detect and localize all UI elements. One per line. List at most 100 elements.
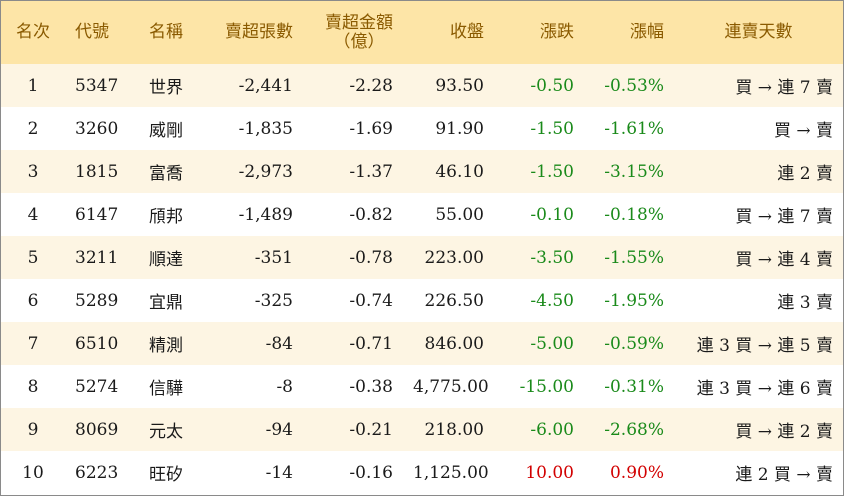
cell-close: 93.50	[435, 75, 484, 96]
cell-pct: -1.55%	[604, 247, 664, 268]
cell-streak: 連 2 賣	[777, 164, 833, 184]
cell-net-sell-amount: -1.37	[349, 161, 393, 182]
cell-rank: 9	[27, 419, 39, 440]
table-row: 7 6510 精測 -84 -0.71 846.00 -5.00 -0.59% 連 3 買 → …	[1, 322, 843, 365]
cell-net-sell-shares: -94	[265, 419, 293, 440]
table-row: 9 8069 元太 -94 -0.21 218.00 -6.00 -2.68% 買 → 連 2 …	[1, 408, 843, 451]
cell-net-sell-shares: -1,835	[238, 118, 293, 139]
cell-code: 1815	[75, 161, 119, 182]
cell-rank: 1	[27, 75, 39, 96]
cell-streak: 買 → 賣	[773, 121, 833, 141]
cell-pct: -0.18%	[604, 204, 664, 225]
cell-net-sell-amount: -0.21	[349, 419, 393, 440]
cell-close: 226.50	[424, 290, 484, 311]
cell-rank: 2	[27, 118, 39, 139]
cell-code: 3211	[75, 247, 119, 268]
table-row: 5 3211 順達 -351 -0.78 223.00 -3.50 -1.55% 買 → 連 4…	[1, 236, 843, 279]
table-row: 10 6223 旺矽 -14 -0.16 1,125.00 10.00 0.90% 連 2 買 …	[1, 451, 843, 494]
cell-name: 頎邦	[149, 207, 183, 227]
cell-change: -3.50	[530, 247, 574, 268]
header-streak: 連賣天數	[724, 22, 793, 42]
header-change: 漲跌	[540, 22, 574, 42]
cell-net-sell-amount: -0.16	[349, 462, 393, 483]
header-net-sell-shares: 賣超張數	[225, 22, 293, 42]
table-row: 3 1815 富喬 -2,973 -1.37 46.10 -1.50 -3.15% 連 2 賣	[1, 150, 843, 193]
cell-net-sell-shares: -2,973	[238, 161, 293, 182]
cell-change: -0.50	[530, 75, 574, 96]
cell-rank: 4	[27, 204, 39, 225]
cell-change: 10.00	[525, 462, 574, 483]
cell-name: 順達	[149, 250, 183, 270]
table-row: 2 3260 威剛 -1,835 -1.69 91.90 -1.50 -1.61% 買 → 賣	[1, 107, 843, 150]
cell-pct: -1.61%	[604, 118, 664, 139]
header-net-sell-amount-line1: 賣超金額	[325, 12, 393, 33]
cell-net-sell-amount: -0.78	[349, 247, 393, 268]
cell-net-sell-amount: -0.82	[349, 204, 393, 225]
table-row: 4 6147 頎邦 -1,489 -0.82 55.00 -0.10 -0.18% 買 → 連 …	[1, 193, 843, 236]
cell-rank: 8	[27, 376, 39, 397]
cell-name: 富喬	[149, 164, 183, 184]
cell-streak: 買 → 連 7 賣	[735, 207, 833, 227]
cell-close: 46.10	[435, 161, 484, 182]
cell-name: 精測	[149, 336, 183, 356]
cell-net-sell-shares: -14	[265, 462, 293, 483]
cell-net-sell-amount: -1.69	[349, 118, 393, 139]
cell-rank: 3	[27, 161, 39, 182]
cell-net-sell-amount: -0.71	[349, 333, 393, 354]
cell-name: 威剛	[149, 121, 183, 141]
cell-change: -1.50	[530, 118, 574, 139]
cell-net-sell-amount: -0.74	[349, 290, 393, 311]
cell-net-sell-shares: -325	[254, 290, 293, 311]
cell-code: 5289	[75, 290, 119, 311]
cell-code: 8069	[75, 419, 119, 440]
header-name: 名稱	[149, 22, 183, 42]
cell-name: 信驊	[149, 379, 183, 399]
cell-code: 6510	[75, 333, 119, 354]
cell-net-sell-amount: -2.28	[349, 75, 393, 96]
cell-code: 6147	[75, 204, 119, 225]
cell-pct: -0.31%	[604, 376, 664, 397]
cell-streak: 買 → 連 4 賣	[735, 250, 833, 270]
cell-rank: 10	[22, 462, 44, 483]
cell-rank: 6	[27, 290, 39, 311]
cell-pct: -1.95%	[604, 290, 664, 311]
cell-close: 1,125.00	[413, 462, 489, 483]
cell-change: -0.10	[530, 204, 574, 225]
cell-change: -4.50	[530, 290, 574, 311]
header-row: 名次 代號 名稱 賣超張數 賣超金額 （億） 收盤 漲跌 漲幅 連賣天數	[1, 1, 843, 64]
table-body: 1 5347 世界 -2,441 -2.28 93.50 -0.50 -0.53% 買 → 連 …	[1, 64, 843, 494]
table-row: 1 5347 世界 -2,441 -2.28 93.50 -0.50 -0.53% 買 → 連 …	[1, 64, 843, 107]
cell-change: -6.00	[530, 419, 574, 440]
cell-net-sell-shares: -84	[265, 333, 293, 354]
cell-rank: 5	[27, 247, 39, 268]
header-net-sell-amount: 賣超金額 （億）	[303, 1, 403, 64]
cell-close: 218.00	[424, 419, 484, 440]
cell-streak: 連 3 買 → 連 6 賣	[696, 379, 833, 399]
cell-code: 5274	[75, 376, 119, 397]
cell-change: -1.50	[530, 161, 574, 182]
cell-close: 91.90	[435, 118, 484, 139]
cell-close: 55.00	[435, 204, 484, 225]
cell-pct: 0.90%	[609, 462, 664, 483]
cell-net-sell-amount: -0.38	[349, 376, 393, 397]
table-row: 6 5289 宜鼎 -325 -0.74 226.50 -4.50 -1.95% 連 3 賣	[1, 279, 843, 322]
cell-close: 223.00	[424, 247, 484, 268]
cell-pct: -0.53%	[604, 75, 664, 96]
cell-net-sell-shares: -351	[254, 247, 293, 268]
cell-change: -15.00	[519, 376, 574, 397]
cell-streak: 買 → 連 7 賣	[735, 78, 833, 98]
cell-code: 3260	[75, 118, 119, 139]
header-close: 收盤	[450, 22, 484, 42]
header-net-sell-amount-line2: （億）	[333, 31, 385, 52]
cell-pct: -3.15%	[604, 161, 664, 182]
table-row: 8 5274 信驊 -8 -0.38 4,775.00 -15.00 -0.31% 連 3 買 …	[1, 365, 843, 408]
cell-net-sell-shares: -8	[276, 376, 293, 397]
header-rank: 名次	[16, 22, 50, 42]
cell-streak: 買 → 連 2 賣	[735, 422, 833, 442]
cell-name: 元太	[149, 422, 183, 442]
cell-net-sell-shares: -2,441	[238, 75, 293, 96]
cell-name: 宜鼎	[149, 293, 183, 313]
header-code: 代號	[75, 22, 109, 42]
